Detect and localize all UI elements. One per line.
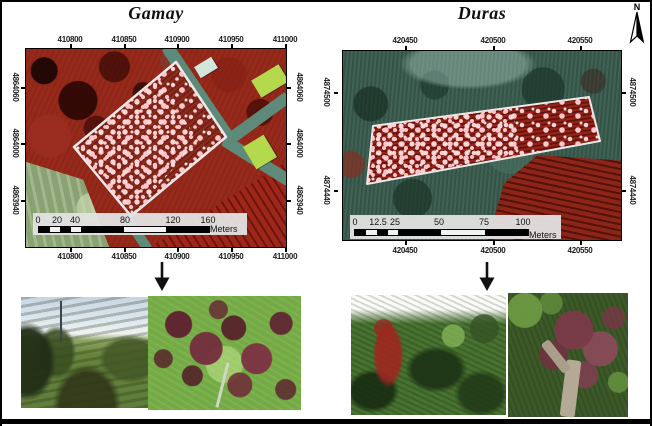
duras-x-label: 420450 — [392, 246, 418, 255]
gamay-x-label: 410850 — [111, 252, 137, 261]
tick-mark — [622, 190, 626, 192]
gamay-y-label: 4863940 — [295, 185, 304, 215]
scalebar-unit: Meters — [529, 230, 557, 240]
duras-y-label: 4874440 — [628, 175, 637, 205]
figure-border-top — [0, 0, 652, 2]
tick-mark — [231, 248, 233, 252]
scalebar-number: 80 — [119, 215, 131, 225]
gamay-x-label: 410950 — [218, 252, 244, 261]
tick-mark — [287, 143, 291, 145]
tick-mark — [70, 44, 72, 48]
tick-mark — [622, 92, 626, 94]
tick-mark — [285, 248, 287, 252]
duras-vine-closeup-photo — [508, 293, 628, 418]
scalebar-number: 12.5 — [369, 217, 387, 227]
tick-mark — [70, 248, 72, 252]
gamay-x-label: 410800 — [57, 252, 83, 261]
duras-map-title: Duras — [457, 3, 507, 23]
duras-field-photo — [351, 295, 506, 415]
gamay-y-label: 4864060 — [295, 72, 304, 102]
scalebar-number: 0 — [352, 217, 358, 227]
tick-mark — [287, 87, 291, 89]
duras-x-label: 420550 — [567, 246, 593, 255]
down-arrow-icon — [479, 262, 495, 291]
scalebar-number: 75 — [478, 217, 490, 227]
tick-mark — [177, 248, 179, 252]
down-arrow-icon — [154, 262, 170, 291]
gamay-x-label: 410850 — [111, 35, 137, 44]
gamay-field-photo — [21, 297, 148, 408]
tick-mark — [177, 44, 179, 48]
tick-mark — [21, 143, 25, 145]
tick-mark — [493, 46, 495, 50]
gamay-y-label: 4864000 — [295, 128, 304, 158]
pole — [60, 301, 63, 342]
scalebar-number: 120 — [165, 215, 181, 225]
duras-aerial-image — [343, 51, 621, 240]
scalebar-unit: Meters — [210, 224, 238, 234]
gamay-x-label: 410800 — [57, 35, 83, 44]
duras-x-label: 420450 — [392, 36, 418, 45]
gamay-x-label: 410900 — [164, 35, 190, 44]
figure-border-bottom — [0, 419, 652, 424]
scalebar-bar — [354, 229, 529, 236]
gamay-map-frame: 0 20 40 80 120 160 Meters — [25, 48, 287, 248]
figure-border-left — [0, 0, 2, 426]
scalebar-number: 25 — [389, 217, 401, 227]
gamay-y-label: 4863940 — [11, 185, 20, 215]
scalebar-number: 160 — [200, 215, 216, 225]
duras-x-label: 420500 — [480, 246, 506, 255]
tick-mark — [493, 241, 495, 245]
gamay-x-label: 410900 — [164, 252, 190, 261]
scalebar-number: 0 — [35, 215, 41, 225]
north-arrow-icon — [629, 11, 645, 44]
scalebar-number: 100 — [515, 217, 531, 227]
tick-mark — [334, 190, 338, 192]
gamay-map-title: Gamay — [128, 3, 184, 23]
vine-stem — [215, 362, 230, 408]
gamay-scalebar: 0 20 40 80 120 160 Meters — [33, 213, 247, 235]
tick-mark — [124, 248, 126, 252]
duras-y-label: 4874500 — [322, 77, 331, 107]
figure-border-right — [650, 0, 652, 426]
scalebar-bar — [38, 226, 210, 233]
duras-x-label: 420550 — [567, 36, 593, 45]
tick-mark — [21, 87, 25, 89]
tick-mark — [285, 44, 287, 48]
tick-mark — [231, 44, 233, 48]
tick-mark — [405, 46, 407, 50]
tick-mark — [580, 46, 582, 50]
duras-y-label: 4874440 — [322, 175, 331, 205]
scalebar-number: 50 — [433, 217, 445, 227]
tick-mark — [287, 200, 291, 202]
gamay-x-label: 410950 — [218, 35, 244, 44]
tick-mark — [124, 44, 126, 48]
north-label: N — [633, 2, 641, 12]
duras-x-label: 420500 — [480, 36, 506, 45]
duras-plot-overlay — [366, 96, 601, 185]
scalebar-number: 40 — [69, 215, 81, 225]
gamay-x-label: 411000 — [272, 35, 298, 44]
gamay-grapes-closeup-photo — [148, 296, 301, 410]
duras-y-label: 4874500 — [628, 77, 637, 107]
tick-mark — [21, 200, 25, 202]
tick-mark — [334, 92, 338, 94]
gamay-y-label: 4864000 — [11, 128, 20, 158]
duras-map-frame: 0 12.5 25 50 75 100 Meters — [342, 50, 622, 241]
vine-branch — [540, 338, 572, 374]
duras-scalebar: 0 12.5 25 50 75 100 Meters — [350, 215, 561, 240]
scalebar-number: 20 — [51, 215, 63, 225]
tick-mark — [580, 241, 582, 245]
gamay-y-label: 4864060 — [11, 72, 20, 102]
tick-mark — [405, 241, 407, 245]
gamay-x-label: 411000 — [272, 252, 298, 261]
